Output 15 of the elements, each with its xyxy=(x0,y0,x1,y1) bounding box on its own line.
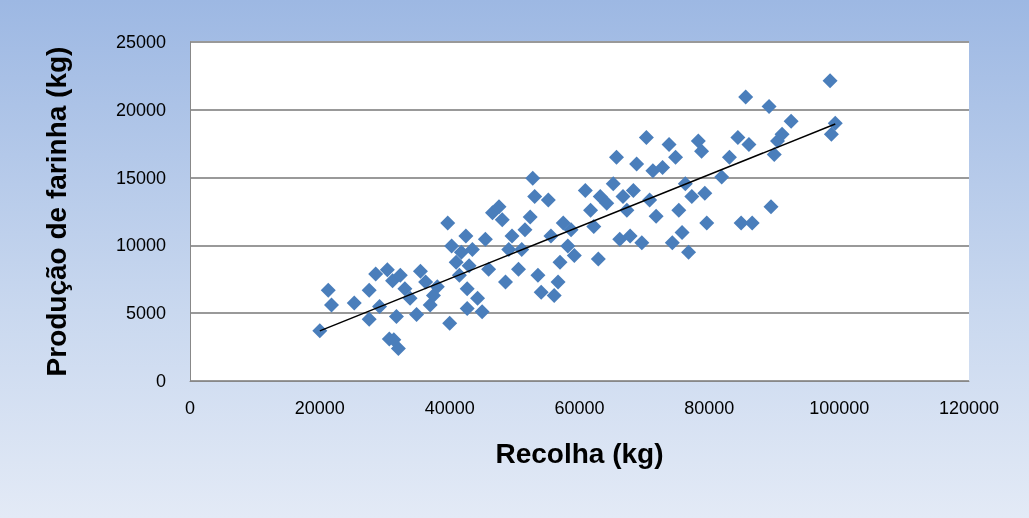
x-tick-label: 80000 xyxy=(684,398,735,418)
y-tick-label: 5000 xyxy=(125,303,166,324)
y-tick-label: 10000 xyxy=(115,235,166,256)
y-tick-label: 25000 xyxy=(115,32,166,52)
x-tick-label: 100000 xyxy=(809,398,870,418)
x-tick-label: 0 xyxy=(184,398,196,418)
y-tick-label: 20000 xyxy=(115,99,166,120)
x-axis-title: Recolha (kg) xyxy=(495,437,664,469)
x-tick-label: 20000 xyxy=(294,398,345,418)
x-tick-label: 60000 xyxy=(554,398,605,418)
y-tick-label: 0 xyxy=(155,371,166,391)
y-axis-title: Produção de farinha (kg) xyxy=(40,46,72,377)
x-tick-label: 120000 xyxy=(938,398,1000,418)
y-tick-label: 15000 xyxy=(115,167,166,188)
x-tick-label: 40000 xyxy=(424,398,475,418)
